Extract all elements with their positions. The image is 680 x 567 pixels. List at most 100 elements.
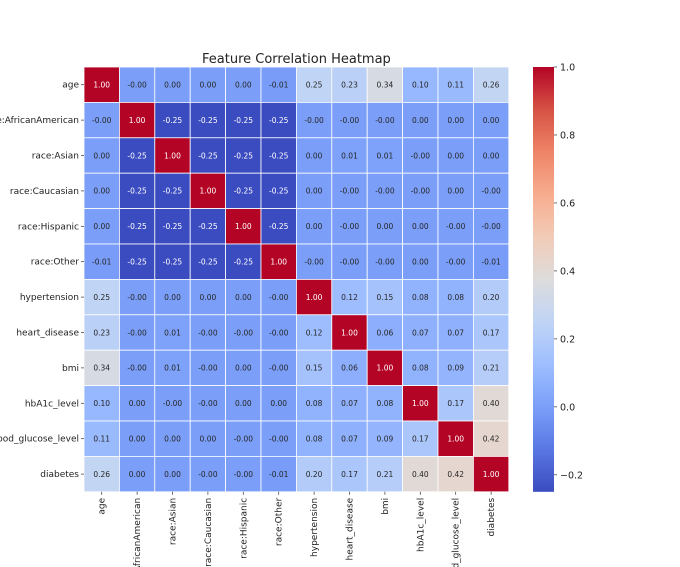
row-label: race:AfricanAmerican xyxy=(0,116,79,126)
heatmap-cell xyxy=(295,102,333,139)
cell-value-label: 1.00 xyxy=(93,81,110,90)
heatmap-cell xyxy=(472,172,510,209)
cell-value-label: 0.15 xyxy=(306,364,323,373)
heatmap-cell xyxy=(154,278,191,316)
cell-value-label: 0.17 xyxy=(483,328,500,337)
cell-value-label: -0.00 xyxy=(234,328,254,337)
heatmap-cell xyxy=(119,455,156,493)
heatmap-cell xyxy=(189,420,226,457)
cell-value-label: 0.01 xyxy=(341,151,358,160)
cell-value-label: 0.00 xyxy=(200,293,217,302)
cell-value-label: 0.00 xyxy=(306,222,323,231)
cell-value-label: 0.10 xyxy=(93,399,110,408)
cell-value-label: -0.00 xyxy=(234,470,254,479)
cell-value-label: 0.17 xyxy=(341,470,358,479)
heatmap-cell xyxy=(83,243,120,280)
column-label: race:AfricanAmerican xyxy=(133,498,143,567)
cell-value-label: 0.21 xyxy=(483,364,500,373)
cell-value-label: -0.25 xyxy=(198,222,218,231)
heatmap-cell xyxy=(331,208,368,245)
cell-value-label: 0.09 xyxy=(377,435,394,444)
cell-value-label: -0.00 xyxy=(198,364,218,373)
cell-value-label: 0.12 xyxy=(306,328,323,337)
cell-value-label: -0.00 xyxy=(481,187,501,196)
cell-value-label: -0.00 xyxy=(127,364,147,373)
cell-value-label: 0.00 xyxy=(306,151,323,160)
cell-value-label: 0.00 xyxy=(200,435,217,444)
cell-value-label: -0.00 xyxy=(446,222,466,231)
colorbar-gradient xyxy=(533,67,554,492)
heatmap-cell xyxy=(225,314,262,351)
cell-value-label: 0.40 xyxy=(412,470,429,479)
heatmap-cell xyxy=(295,420,333,457)
cell-value-label: 1.00 xyxy=(164,151,181,160)
heatmap-cell xyxy=(295,314,333,351)
heatmap-cell xyxy=(225,278,262,316)
heatmap-cell xyxy=(154,208,191,245)
heatmap-cell xyxy=(119,102,156,139)
cell-value-label: -0.00 xyxy=(198,399,218,408)
column-label: diabetes xyxy=(487,497,497,536)
heatmap-cell xyxy=(260,349,297,387)
column-label: heart_disease xyxy=(346,497,356,560)
row-label: age xyxy=(62,81,79,91)
cell-value-label: -0.00 xyxy=(269,293,289,302)
cell-value-label: 0.25 xyxy=(306,81,323,90)
cell-value-label: -0.25 xyxy=(234,258,254,267)
cell-value-label: 0.00 xyxy=(93,151,110,160)
cell-value-label: 1.00 xyxy=(412,399,429,408)
heatmap-cell xyxy=(83,66,120,103)
column-label: hbA1c_level xyxy=(416,498,426,552)
column-label: blood_glucose_level xyxy=(452,498,462,567)
cell-value-label: 1.00 xyxy=(270,258,287,267)
heatmap-cell xyxy=(472,66,510,103)
row-label: hbA1c_level xyxy=(25,399,79,409)
cell-value-label: 0.07 xyxy=(341,399,358,408)
cell-value-label: 0.00 xyxy=(412,222,429,231)
cell-value-label: 0.08 xyxy=(377,399,394,408)
heatmap-cell xyxy=(366,172,404,209)
cell-value-label: 0.23 xyxy=(341,81,358,90)
row-label: race:Other xyxy=(31,258,80,268)
heatmap-cell xyxy=(225,385,262,422)
cell-value-label: 0.00 xyxy=(377,222,394,231)
colorbar-tick-label: 0.6 xyxy=(560,198,575,209)
cell-value-label: 0.12 xyxy=(341,293,358,302)
cell-value-label: 1.00 xyxy=(129,116,146,125)
colorbar-tick-label: 0.2 xyxy=(560,334,575,345)
heatmap-cell xyxy=(437,314,474,351)
row-label: race:Asian xyxy=(32,152,79,162)
cell-value-label: 0.11 xyxy=(447,81,464,90)
colorbar: −0.2 0.0 0.2 0.4 0.6 0.8 1.0 xyxy=(533,63,583,492)
cell-value-label: 0.26 xyxy=(93,470,110,479)
heatmap-cell xyxy=(119,208,156,245)
cell-value-label: -0.01 xyxy=(269,81,289,90)
heatmap-cell xyxy=(260,66,297,103)
cell-value-label: 0.00 xyxy=(270,399,287,408)
cell-value-label: 0.01 xyxy=(164,328,181,337)
column-label: age xyxy=(98,497,108,514)
cell-value-label: -0.00 xyxy=(481,222,501,231)
heatmap-cell xyxy=(189,278,226,316)
heatmap-cell xyxy=(472,385,510,422)
cell-value-label: 0.08 xyxy=(412,364,429,373)
heatmap-cell xyxy=(189,314,226,351)
heatmap-cell xyxy=(83,420,120,457)
heatmap-cell xyxy=(295,137,333,174)
heatmap-cell xyxy=(260,172,297,209)
row-label: blood_glucose_level xyxy=(0,435,79,445)
column-label: hypertension xyxy=(310,498,320,557)
heatmap-cell xyxy=(189,172,226,209)
heatmap-cell xyxy=(437,385,474,422)
cell-value-label: 0.20 xyxy=(483,293,500,302)
cell-value-label: 0.17 xyxy=(412,435,429,444)
cell-value-label: 0.00 xyxy=(235,399,252,408)
cell-value-label: 0.00 xyxy=(412,258,429,267)
cell-value-label: 0.07 xyxy=(412,328,429,337)
heatmap-cell xyxy=(295,455,333,493)
heatmap-cell xyxy=(189,385,226,422)
cell-value-label: -0.25 xyxy=(269,187,289,196)
heatmap-cell xyxy=(366,278,404,316)
cell-value-label: 0.07 xyxy=(341,435,358,444)
row-label: heart_disease xyxy=(16,329,79,339)
